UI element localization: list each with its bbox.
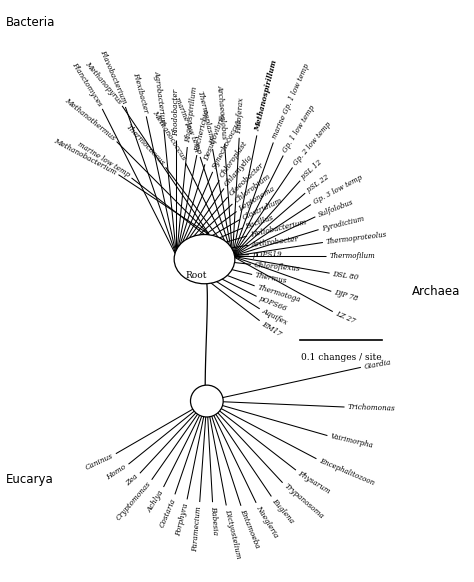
Text: Methanothermus: Methanothermus (63, 96, 117, 142)
Text: Physarum: Physarum (297, 469, 332, 495)
Text: Bacteria: Bacteria (6, 16, 55, 29)
Text: Agrobacterium: Agrobacterium (153, 70, 167, 126)
Text: EM17: EM17 (260, 320, 283, 338)
Text: Archaeoglobus: Archaeoglobus (216, 85, 228, 140)
Text: 0.1 changes / site: 0.1 changes / site (301, 353, 382, 362)
Text: Thermus: Thermus (255, 271, 288, 285)
Text: Naegleria: Naegleria (255, 504, 280, 540)
Text: Sulfolobus: Sulfolobus (317, 198, 355, 219)
Text: Flavobacterium: Flavobacterium (98, 48, 128, 105)
Text: Gp. 2 low temp: Gp. 2 low temp (292, 120, 333, 167)
Text: Desulfovibrio: Desulfovibrio (202, 113, 228, 162)
Text: Methanopyrus: Methanopyrus (83, 59, 123, 105)
Text: Root: Root (186, 271, 207, 280)
Text: Entamoeba: Entamoeba (238, 508, 262, 549)
Text: Rhodospirillum: Rhodospirillum (184, 87, 199, 144)
Text: DJP 78: DJP 78 (333, 289, 359, 303)
Text: Gloeobacter: Gloeobacter (228, 161, 265, 197)
Text: Gp. 3 low temp: Gp. 3 low temp (312, 173, 364, 206)
Text: marine low temp: marine low temp (173, 96, 203, 155)
Text: Thermoproteolus: Thermoproteolus (326, 230, 387, 246)
Text: pOPS66: pOPS66 (258, 294, 289, 313)
Text: Archaea: Archaea (412, 285, 461, 297)
Text: Giardia: Giardia (364, 358, 392, 371)
Text: Euglena: Euglena (270, 497, 296, 525)
Text: Thermoplasma: Thermoplasma (196, 91, 216, 146)
Text: Cryptomonas: Cryptomonas (114, 480, 153, 523)
Text: Encephalitozoon: Encephalitozoon (318, 457, 375, 487)
Text: pSL 22: pSL 22 (306, 173, 331, 194)
Text: Costaria: Costaria (158, 496, 177, 528)
Ellipse shape (174, 235, 235, 284)
Text: marine Gp. 1 low temp: marine Gp. 1 low temp (271, 63, 311, 140)
Text: Trichomonas: Trichomonas (347, 403, 396, 413)
Text: DSL 80: DSL 80 (332, 270, 359, 281)
Text: Pyrodictium: Pyrodictium (321, 214, 365, 233)
Ellipse shape (191, 385, 223, 417)
Text: Chlorobium: Chlorobium (233, 172, 272, 205)
Text: Flexibacter: Flexibacter (131, 71, 149, 113)
Text: Porphyra: Porphyra (174, 502, 190, 537)
Text: pOPS19: pOPS19 (252, 250, 282, 258)
Text: marine low temp: marine low temp (76, 141, 131, 179)
Text: Achlya: Achlya (146, 488, 165, 513)
Text: Synechococcus: Synechococcus (210, 117, 244, 170)
Text: Heliobacterium: Heliobacterium (249, 218, 307, 239)
Text: Haloferax: Haloferax (236, 97, 246, 134)
Text: Dictyostelium: Dictyostelium (223, 509, 242, 560)
Text: Chloroplast: Chloroplast (218, 140, 249, 179)
Text: Homo: Homo (105, 463, 128, 482)
Text: Babesia: Babesia (209, 506, 219, 535)
Text: Rhodobacter: Rhodobacter (173, 89, 181, 136)
Text: Vairimorpha: Vairimorpha (330, 432, 374, 450)
Text: Clostridium: Clostridium (241, 196, 284, 221)
Text: Caninus: Caninus (84, 452, 115, 471)
Text: Methanococcus: Methanococcus (150, 109, 187, 162)
Text: Gp. 1 low temp: Gp. 1 low temp (282, 104, 317, 154)
Text: Chloroflexus: Chloroflexus (254, 261, 301, 273)
Text: Bacillus: Bacillus (245, 214, 275, 230)
Text: Aquifex: Aquifex (261, 307, 289, 327)
Text: Thermofilum: Thermofilum (329, 252, 375, 260)
Text: Thermococcus: Thermococcus (124, 123, 166, 167)
Text: Thermotoga: Thermotoga (256, 283, 302, 304)
Text: Paramecium: Paramecium (191, 506, 203, 552)
Text: Methanobacterium: Methanobacterium (52, 136, 118, 176)
Text: Escherichia: Escherichia (194, 108, 212, 152)
Text: Arthrobacter: Arthrobacter (251, 235, 300, 249)
Text: Eucarya: Eucarya (6, 473, 54, 486)
Text: Leptonema: Leptonema (237, 185, 277, 213)
Text: Planctomyces: Planctomyces (70, 61, 104, 108)
Text: Chlamydia: Chlamydia (223, 153, 255, 188)
Text: LZ 27: LZ 27 (334, 310, 356, 325)
Text: Trypanosoma: Trypanosoma (283, 482, 325, 521)
Text: pSL 12: pSL 12 (300, 158, 324, 181)
Text: Zea: Zea (125, 473, 140, 488)
Text: Methanospirillum: Methanospirillum (254, 59, 279, 133)
